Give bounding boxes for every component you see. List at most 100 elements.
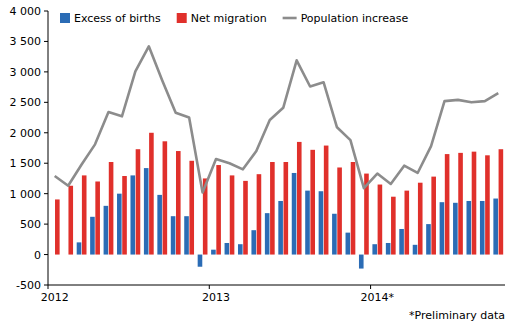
bar [243, 181, 248, 255]
y-tick-label: 2 000 [10, 127, 42, 140]
bar [480, 201, 485, 255]
bar [372, 244, 377, 254]
y-tick-label: 3 500 [10, 35, 42, 48]
bar [346, 233, 351, 255]
bar [149, 133, 154, 255]
bar [189, 161, 194, 255]
legend-label: Net migration [191, 12, 267, 25]
y-tick [44, 193, 48, 194]
bar [257, 174, 262, 254]
y-tick [44, 71, 48, 72]
y-tick [44, 163, 48, 164]
y-tick-label: 0 [34, 249, 41, 262]
bar [117, 194, 122, 255]
bar [472, 152, 477, 255]
bar [230, 175, 235, 254]
bar [55, 199, 60, 254]
x-tick-label: 2012 [41, 291, 69, 304]
bar [310, 150, 315, 255]
bar [130, 175, 135, 254]
bar [493, 199, 498, 255]
bar [445, 154, 450, 254]
bar [351, 162, 356, 255]
y-tick-label: 1 500 [10, 157, 42, 170]
bar [225, 243, 230, 255]
x-axis [48, 285, 505, 286]
bar [90, 217, 95, 255]
y-tick [44, 285, 48, 286]
bar [50, 254, 55, 255]
legend-swatch [60, 13, 70, 23]
bar [332, 214, 337, 255]
bar [337, 167, 342, 254]
bar [265, 213, 270, 254]
bar [292, 173, 297, 255]
bar [391, 197, 396, 255]
bar [284, 162, 289, 255]
bar [68, 186, 73, 255]
line [55, 46, 499, 192]
bar [176, 151, 181, 255]
bar [163, 141, 168, 254]
y-tick-label: -500 [16, 279, 41, 292]
bar [278, 201, 283, 255]
bar [157, 195, 162, 255]
legend-label: Excess of births [74, 12, 161, 25]
bar [95, 181, 100, 254]
bar [184, 216, 189, 254]
bar [144, 168, 149, 254]
bar [211, 250, 216, 255]
x-tick [48, 285, 49, 289]
y-tick-label: 3 000 [10, 66, 42, 79]
bar [216, 165, 221, 255]
legend-swatch [283, 17, 297, 20]
bar [297, 142, 302, 255]
annotation: *Preliminary data [409, 309, 505, 322]
y-tick-label: 2 500 [10, 96, 42, 109]
bar [359, 255, 364, 269]
y-tick-label: 500 [20, 218, 41, 231]
y-tick [44, 132, 48, 133]
y-axis [48, 11, 49, 285]
x-tick [370, 285, 371, 289]
bar [238, 244, 243, 254]
bar [136, 149, 141, 254]
y-tick [44, 41, 48, 42]
bar [485, 155, 490, 254]
bar [431, 177, 436, 255]
bar [453, 203, 458, 255]
bar [378, 185, 383, 255]
y-tick [44, 11, 48, 12]
chart: -500 0 500 1 000 1 500 2 000 2 500 3 000 3 500 4 … [0, 0, 515, 326]
bar [458, 153, 463, 255]
bar [305, 191, 310, 255]
bar [440, 202, 445, 254]
bar [171, 216, 176, 254]
bar [82, 175, 87, 254]
bar [198, 255, 203, 267]
y-tick-label: 4 000 [10, 5, 42, 18]
x-tick-label: 2014* [361, 291, 395, 304]
bar [466, 201, 471, 255]
bar [77, 242, 82, 254]
legend-label: Population increase [301, 12, 409, 25]
bar [63, 254, 68, 255]
bar [499, 149, 504, 254]
legend-swatch [177, 13, 187, 23]
y-tick [44, 254, 48, 255]
x-tick [209, 285, 210, 289]
bar [251, 230, 256, 254]
y-tick [44, 102, 48, 103]
y-tick [44, 224, 48, 225]
x-tick-label: 2013 [202, 291, 230, 304]
bar [104, 206, 109, 255]
bar [404, 191, 409, 255]
bar [413, 245, 418, 255]
bar [426, 224, 431, 254]
y-tick-label: 1 000 [10, 188, 42, 201]
bar [109, 162, 114, 255]
bar [399, 229, 404, 255]
bar [270, 162, 275, 255]
bar [386, 243, 391, 255]
bar [324, 146, 329, 255]
